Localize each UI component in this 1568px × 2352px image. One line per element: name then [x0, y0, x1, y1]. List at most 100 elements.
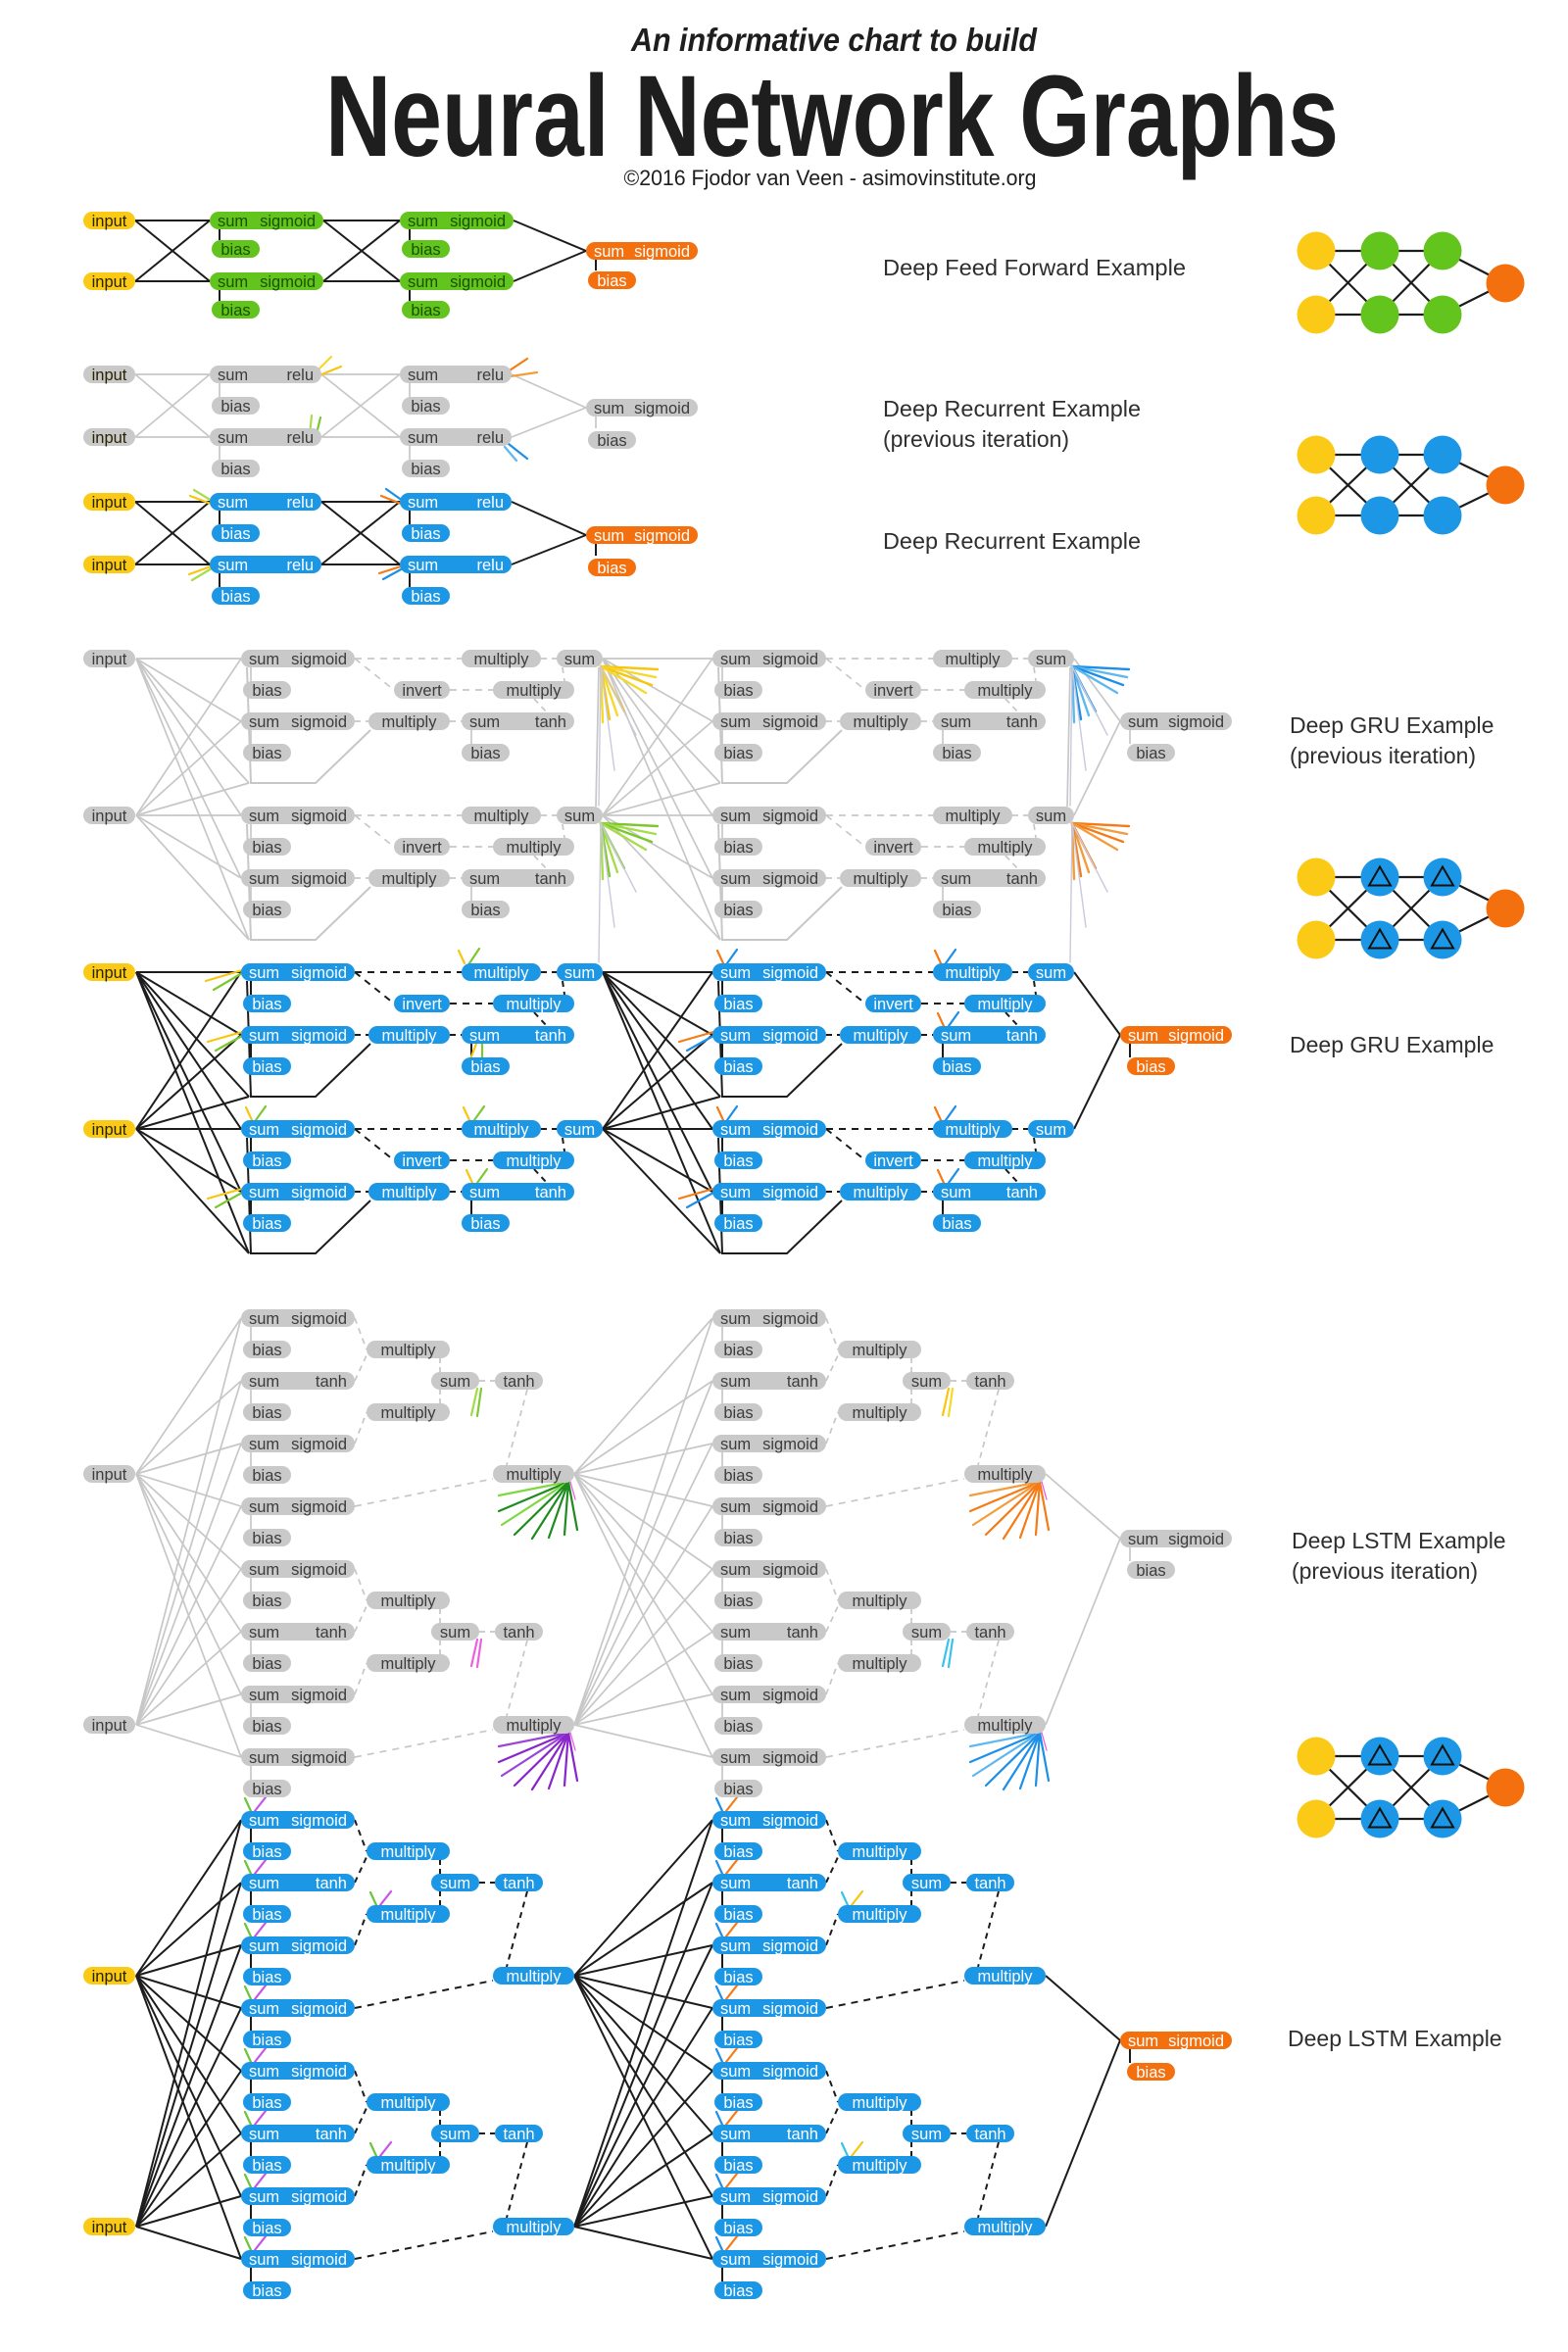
svg-text:multiply: multiply [853, 2157, 908, 2175]
svg-text:bias: bias [411, 525, 440, 543]
svg-text:sum: sum [469, 713, 500, 731]
svg-text:sum: sum [564, 1121, 595, 1139]
svg-text:input: input [92, 429, 127, 447]
svg-text:tanh: tanh [535, 870, 566, 888]
svg-text:multiply: multiply [978, 2219, 1034, 2236]
svg-text:sigmoid: sigmoid [291, 651, 347, 668]
svg-text:relu: relu [476, 367, 504, 384]
svg-text:sigmoid: sigmoid [762, 1687, 818, 1704]
svg-text:bias: bias [470, 1058, 500, 1076]
svg-text:bias: bias [597, 560, 626, 577]
svg-text:tanh: tanh [503, 1624, 534, 1642]
svg-text:sum: sum [218, 557, 248, 574]
svg-text:input: input [92, 1121, 127, 1139]
svg-text:bias: bias [723, 1592, 753, 1610]
svg-text:sum: sum [408, 367, 438, 384]
svg-text:bias: bias [252, 1843, 281, 1861]
svg-text:multiply: multiply [507, 1466, 563, 1484]
svg-text:multiply: multiply [381, 2157, 437, 2175]
svg-text:multiply: multiply [507, 1152, 563, 1170]
svg-text:sum: sum [720, 964, 751, 982]
svg-text:sum: sum [911, 2126, 942, 2143]
svg-text:bias: bias [252, 2094, 281, 2112]
svg-text:tanh: tanh [787, 1624, 818, 1642]
svg-text:sum: sum [218, 367, 248, 384]
svg-text:bias: bias [411, 398, 440, 416]
svg-text:sigmoid: sigmoid [291, 1749, 347, 1767]
svg-text:sum: sum [941, 1184, 971, 1201]
svg-text:sum: sum [408, 557, 438, 574]
svg-text:sigmoid: sigmoid [291, 2000, 347, 2018]
svg-text:sigmoid: sigmoid [450, 273, 506, 291]
svg-text:multiply: multiply [853, 1342, 908, 1359]
svg-text:sigmoid: sigmoid [762, 1436, 818, 1453]
svg-text:sigmoid: sigmoid [634, 243, 690, 261]
svg-text:sum: sum [408, 429, 438, 447]
svg-text:bias: bias [252, 902, 281, 919]
svg-text:sum: sum [1036, 1121, 1066, 1139]
svg-text:sum: sum [941, 1027, 971, 1045]
svg-text:multiply: multiply [946, 1121, 1002, 1139]
svg-text:multiply: multiply [474, 808, 530, 825]
svg-text:multiply: multiply [854, 1027, 909, 1045]
svg-text:sigmoid: sigmoid [762, 2251, 818, 2269]
svg-text:bias: bias [252, 1655, 281, 1673]
svg-text:sigmoid: sigmoid [291, 2063, 347, 2081]
svg-text:invert: invert [402, 996, 442, 1013]
svg-text:multiply: multiply [853, 1592, 908, 1610]
svg-text:sum: sum [720, 808, 751, 825]
svg-text:sum: sum [249, 1624, 279, 1642]
svg-text:sum: sum [218, 429, 248, 447]
svg-text:sum: sum [720, 1436, 751, 1453]
svg-text:multiply: multiply [853, 1843, 908, 1861]
svg-text:bias: bias [470, 902, 500, 919]
svg-text:sum: sum [218, 213, 248, 230]
svg-text:sigmoid: sigmoid [260, 213, 316, 230]
svg-text:sigmoid: sigmoid [762, 1027, 818, 1045]
svg-text:invert: invert [873, 682, 913, 700]
svg-text:sum: sum [218, 273, 248, 291]
svg-text:bias: bias [723, 839, 753, 857]
svg-text:bias: bias [411, 588, 440, 606]
svg-text:multiply: multiply [507, 2219, 563, 2236]
svg-text:(previous iteration): (previous iteration) [1292, 1558, 1478, 1584]
svg-text:sum: sum [720, 1749, 751, 1767]
svg-text:sum: sum [249, 651, 279, 668]
svg-text:sigmoid: sigmoid [762, 870, 818, 888]
svg-text:sum: sum [720, 1561, 751, 1579]
svg-text:bias: bias [1136, 1058, 1165, 1076]
svg-text:bias: bias [723, 1467, 753, 1485]
svg-text:sum: sum [249, 1749, 279, 1767]
svg-text:sigmoid: sigmoid [450, 213, 506, 230]
svg-text:sum: sum [720, 651, 751, 668]
svg-text:sum: sum [720, 2251, 751, 2269]
svg-text:bias: bias [723, 2094, 753, 2112]
svg-text:multiply: multiply [474, 964, 530, 982]
svg-text:bias: bias [942, 745, 971, 762]
svg-text:multiply: multiply [381, 2094, 437, 2112]
svg-text:An informative chart to build: An informative chart to build [630, 22, 1038, 58]
svg-text:bias: bias [252, 1592, 281, 1610]
svg-text:multiply: multiply [507, 1968, 563, 1985]
svg-text:bias: bias [252, 1342, 281, 1359]
svg-text:bias: bias [252, 1058, 281, 1076]
svg-text:sigmoid: sigmoid [1168, 1531, 1224, 1548]
svg-text:sum: sum [249, 2000, 279, 2018]
svg-text:sum: sum [720, 1184, 751, 1201]
svg-text:multiply: multiply [946, 808, 1002, 825]
svg-text:sum: sum [249, 870, 279, 888]
svg-text:sum: sum [249, 1498, 279, 1516]
svg-text:sigmoid: sigmoid [291, 1937, 347, 1955]
svg-text:Deep Recurrent Example: Deep Recurrent Example [883, 528, 1141, 554]
svg-text:multiply: multiply [507, 682, 563, 700]
svg-text:sum: sum [1128, 713, 1158, 731]
svg-text:bias: bias [723, 2282, 753, 2300]
svg-text:sigmoid: sigmoid [762, 1561, 818, 1579]
svg-text:sum: sum [720, 1373, 751, 1391]
svg-text:multiply: multiply [978, 1466, 1034, 1484]
svg-text:sigmoid: sigmoid [291, 1561, 347, 1579]
svg-text:input: input [92, 1717, 127, 1735]
svg-text:relu: relu [476, 429, 504, 447]
svg-text:tanh: tanh [503, 2126, 534, 2143]
svg-text:bias: bias [723, 1404, 753, 1422]
